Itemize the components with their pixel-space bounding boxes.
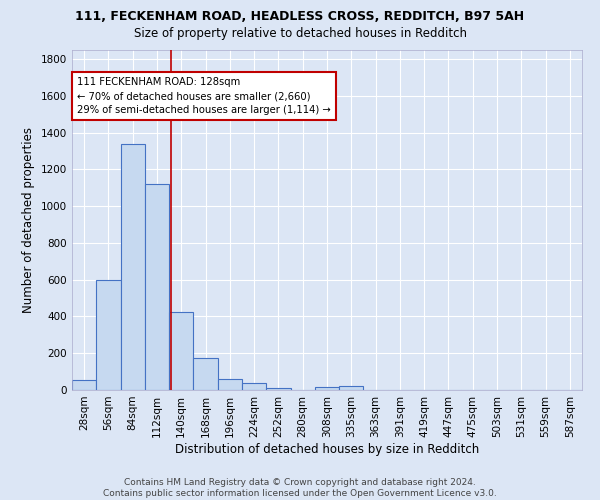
Bar [96,280,121,390]
X-axis label: Distribution of detached houses by size in Redditch: Distribution of detached houses by size … [175,442,479,456]
Bar [266,388,290,390]
Text: 111, FECKENHAM ROAD, HEADLESS CROSS, REDDITCH, B97 5AH: 111, FECKENHAM ROAD, HEADLESS CROSS, RED… [76,10,524,23]
Text: Contains HM Land Registry data © Crown copyright and database right 2024.
Contai: Contains HM Land Registry data © Crown c… [103,478,497,498]
Bar [121,144,145,390]
Bar [315,387,339,390]
Bar [145,184,169,390]
Bar [72,380,96,390]
Y-axis label: Number of detached properties: Number of detached properties [22,127,35,313]
Bar [169,312,193,390]
Bar [218,379,242,390]
Bar [242,383,266,390]
Text: 111 FECKENHAM ROAD: 128sqm
← 70% of detached houses are smaller (2,660)
29% of s: 111 FECKENHAM ROAD: 128sqm ← 70% of deta… [77,77,331,115]
Bar [193,358,218,390]
Bar [339,386,364,390]
Text: Size of property relative to detached houses in Redditch: Size of property relative to detached ho… [133,28,467,40]
